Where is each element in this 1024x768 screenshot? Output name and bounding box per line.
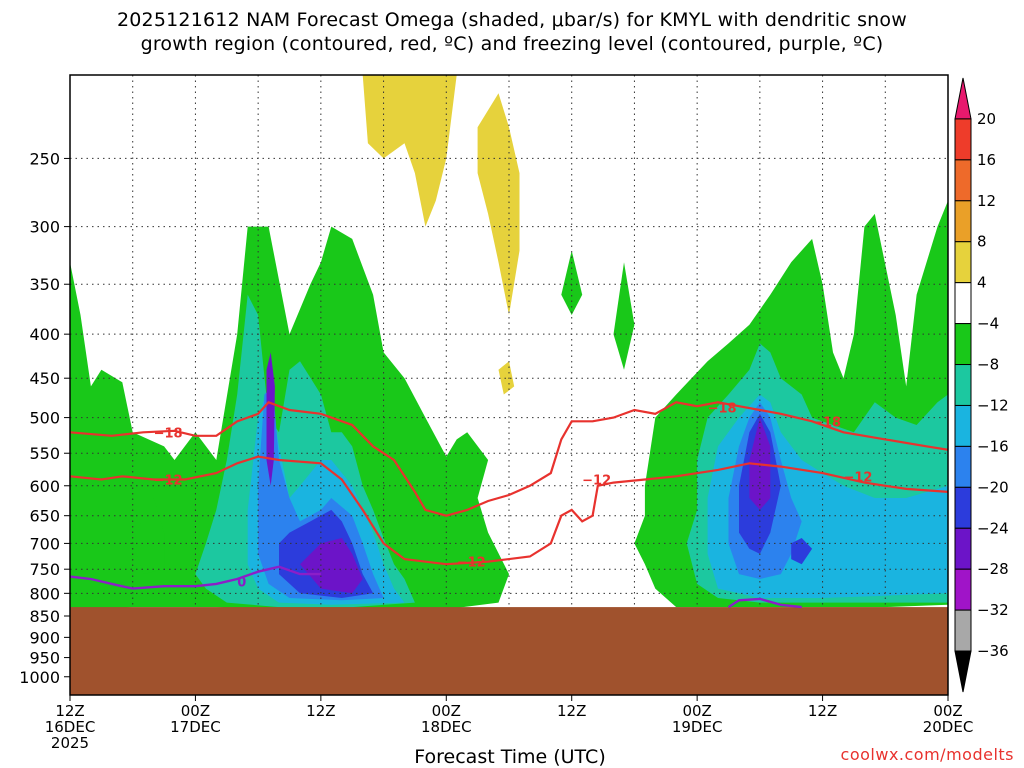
y-tick-label-700: 700 bbox=[29, 534, 60, 553]
colorbar-label-13: −36 bbox=[977, 642, 1009, 660]
colorbar-label-12: −32 bbox=[977, 601, 1009, 619]
colorbar-label-3: 8 bbox=[977, 233, 987, 251]
omega-region-3 bbox=[613, 262, 635, 370]
y-tick-label-650: 650 bbox=[29, 507, 60, 526]
y-tick-label-400: 400 bbox=[29, 325, 60, 344]
freezing-contour-label-0: 0 bbox=[237, 575, 246, 590]
x-tick-label-72-0: 12Z bbox=[808, 702, 837, 720]
y-tick-label-350: 350 bbox=[29, 275, 60, 294]
colorbar-label-5: −4 bbox=[977, 315, 999, 333]
colorbar-label-7: −12 bbox=[977, 396, 1009, 414]
y-tick-label-500: 500 bbox=[29, 409, 60, 428]
omega-region-2 bbox=[132, 498, 165, 575]
colorbar-swatch-7 bbox=[954, 364, 972, 406]
omega-region-17 bbox=[362, 75, 457, 227]
y-tick-label-750: 750 bbox=[29, 560, 60, 579]
freezing-contour-0 bbox=[70, 565, 321, 590]
colorbar-label-9: −20 bbox=[977, 478, 1009, 496]
omega-region-13 bbox=[791, 538, 813, 565]
x-tick-label-48-0: 12Z bbox=[557, 702, 586, 720]
y-tick-label-250: 250 bbox=[29, 149, 60, 168]
x-tick-label-60-1: 19DEC bbox=[672, 718, 723, 736]
terrain-fill bbox=[70, 607, 948, 695]
omega-region-4 bbox=[561, 250, 583, 315]
x-axis-title: Forecast Time (UTC) bbox=[414, 746, 606, 768]
colorbar-label-10: −24 bbox=[977, 519, 1009, 537]
colorbar-label-0: 20 bbox=[977, 110, 996, 128]
y-tick-label-600: 600 bbox=[29, 477, 60, 496]
x-tick-label-36-1: 18DEC bbox=[421, 718, 472, 736]
colorbar-swatch-9 bbox=[954, 445, 972, 488]
temp-contour-label-1: −12 bbox=[154, 473, 183, 488]
colorbar-swatch-6 bbox=[954, 323, 972, 366]
x-tick-label-0-1: 16DEC bbox=[45, 718, 96, 736]
temp-contour-extra-label-1: −18 bbox=[812, 415, 841, 430]
x-tick-label-24-0: 12Z bbox=[306, 702, 335, 720]
omega-region-19 bbox=[498, 361, 515, 395]
x-tick-label-84-0: 00Z bbox=[933, 702, 962, 720]
x-tick-label-0-2: 2025 bbox=[51, 734, 89, 752]
colorbar-label-2: 12 bbox=[977, 192, 996, 210]
x-tick-label-0-0: 12Z bbox=[55, 702, 84, 720]
temp-contour-1 bbox=[70, 455, 948, 566]
temp-contour-extra-label-0: −18 bbox=[708, 402, 737, 417]
chart-title-line2: growth region (contoured, red, ºC) and f… bbox=[140, 33, 884, 55]
colorbar-swatch-8 bbox=[954, 404, 972, 447]
omega-region-18 bbox=[477, 93, 520, 315]
freezing-contour-1 bbox=[727, 597, 802, 609]
colorbar-swatch-4 bbox=[954, 241, 972, 284]
colorbar-label-11: −28 bbox=[977, 560, 1009, 578]
y-tick-label-450: 450 bbox=[29, 369, 60, 388]
colorbar-label-6: −8 bbox=[977, 356, 999, 374]
colorbar-swatch-11 bbox=[954, 527, 972, 570]
colorbar-swatch-3 bbox=[954, 200, 972, 243]
plot-clip-group: −18 −12 −12 −18 −18 −12 −12 0 bbox=[70, 75, 948, 695]
x-tick-label-36-0: 00Z bbox=[432, 702, 461, 720]
colorbar-label-1: 16 bbox=[977, 151, 996, 169]
colorbar-bottom-arrow bbox=[954, 650, 972, 693]
temp-contour-0 bbox=[70, 401, 948, 517]
plot-area: −18 −12 −12 −18 −18 −12 −12 0 250 300 350 400 450 500… bbox=[19, 74, 974, 752]
credit-link[interactable]: coolwx.com/modelts bbox=[840, 745, 1014, 764]
y-tick-label-550: 550 bbox=[29, 444, 60, 463]
temp-contour-label-0: −18 bbox=[154, 426, 183, 441]
colorbar-swatch-13 bbox=[954, 609, 972, 652]
omega-region-14 bbox=[266, 352, 275, 486]
temp-contour-extra-label-2: −12 bbox=[582, 473, 611, 488]
x-tick-label-12-1: 17DEC bbox=[170, 718, 221, 736]
colorbar-label-8: −16 bbox=[977, 437, 1009, 455]
colorbar-swatch-12 bbox=[954, 568, 972, 611]
temp-contour-extra-label-3: −12 bbox=[843, 470, 872, 485]
chart-title-line1: 2025121612 NAM Forecast Omega (shaded, μ… bbox=[116, 9, 907, 31]
colorbar-top-arrow bbox=[954, 77, 972, 120]
colorbar-swatch-5 bbox=[954, 282, 972, 325]
x-tick-label-60-0: 00Z bbox=[682, 702, 711, 720]
temp-contour-label-2: −12 bbox=[457, 556, 486, 571]
colorbar-swatch-2 bbox=[954, 159, 972, 202]
colorbar-label-4: 4 bbox=[977, 274, 987, 292]
colorbar: 20 16 12 8 4 −4 −8 −12 −16 −20 −24 −28 −32 −36 bbox=[954, 77, 1009, 693]
y-tick-label-900: 900 bbox=[29, 628, 60, 647]
y-tick-label-800: 800 bbox=[29, 584, 60, 603]
y-tick-label-850: 850 bbox=[29, 607, 60, 626]
y-tick-label-300: 300 bbox=[29, 218, 60, 237]
colorbar-swatch-1 bbox=[954, 118, 972, 161]
omega-region-15 bbox=[300, 538, 363, 594]
colorbar-swatch-10 bbox=[954, 486, 972, 529]
x-tick-label-12-0: 00Z bbox=[181, 702, 210, 720]
y-tick-label-950: 950 bbox=[29, 649, 60, 668]
x-tick-label-84-1: 20DEC bbox=[923, 718, 974, 736]
y-tick-label-1000: 1000 bbox=[19, 668, 60, 687]
